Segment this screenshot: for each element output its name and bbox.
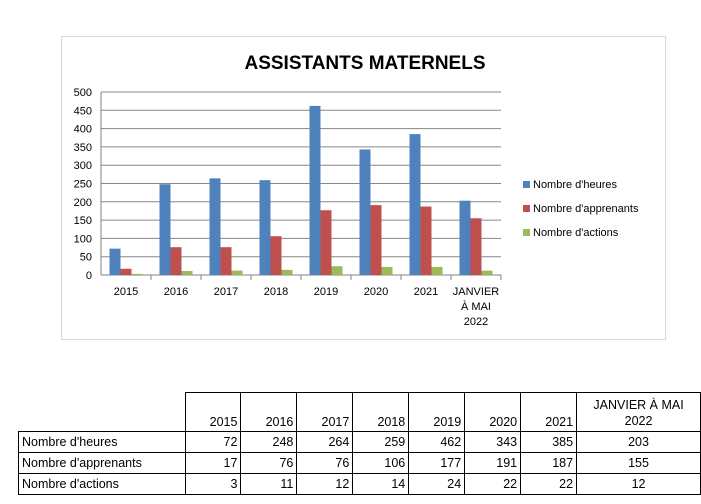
- table-cell: 12: [576, 473, 701, 495]
- table-corner: [18, 392, 186, 432]
- table-column-header-line: JANVIER À MAI: [593, 398, 684, 412]
- legend-entry: Nombre d'heures: [533, 179, 618, 191]
- table-cell: 462: [408, 431, 466, 453]
- table-row-label: Nombre d'apprenants: [18, 452, 186, 474]
- data-table: 2015 2016 2017 2018 2019 2020 2021 JANVIER À MA…: [18, 392, 701, 495]
- x-tick-label: 2017: [214, 286, 238, 298]
- bar-nombre-d-actions-2018: [281, 269, 293, 275]
- table-row-label: Nombre d'actions: [18, 473, 186, 495]
- x-tick-label: 2018: [264, 286, 288, 298]
- table-cell: 187: [520, 452, 578, 474]
- table-cell: 22: [464, 473, 522, 495]
- bar-nombre-d-apprenants-janvier-mai-2022: [470, 218, 482, 275]
- table-cell: 76: [296, 452, 354, 474]
- x-tick-label: 2016: [164, 286, 188, 298]
- table-column-header: 2018: [352, 392, 410, 432]
- table-cell: 248: [240, 431, 298, 453]
- y-tick-label: 0: [86, 270, 92, 282]
- y-tick-label: 400: [74, 124, 92, 136]
- table-column-header: 2021: [520, 392, 578, 432]
- bar-nombre-d-heures-2018: [259, 180, 271, 275]
- table-cell: 155: [576, 452, 701, 474]
- bar-chart: ASSISTANTS MATERNELS 0 50 100 150 200 250 300 3…: [74, 53, 639, 328]
- y-tick-label: 250: [74, 179, 92, 191]
- bar-nombre-d-apprenants-2020: [370, 205, 382, 275]
- table-cell: 11: [240, 473, 298, 495]
- bar-nombre-d-actions-2019: [331, 266, 343, 275]
- bar-nombre-d-heures-2015: [109, 248, 121, 275]
- table-cell: 191: [464, 452, 522, 474]
- bar-nombre-d-apprenants-2018: [270, 236, 282, 275]
- y-tick-label: 150: [74, 215, 92, 227]
- x-tick-label: JANVIER: [453, 286, 500, 298]
- x-tick-label: 2020: [364, 286, 388, 298]
- table-cell: 72: [184, 431, 242, 453]
- table-cell: 22: [520, 473, 578, 495]
- y-tick-label: 350: [74, 142, 92, 154]
- table-column-header: 2017: [296, 392, 354, 432]
- legend-swatch: [523, 181, 530, 188]
- table-cell: 259: [352, 431, 410, 453]
- y-tick-label: 100: [74, 233, 92, 245]
- table-header-row: 2015 2016 2017 2018 2019 2020 2021 JANVIER À MA…: [18, 392, 701, 432]
- table-cell: 264: [296, 431, 354, 453]
- bar-nombre-d-apprenants-2015: [120, 268, 132, 275]
- bar-nombre-d-heures-2019: [309, 105, 321, 276]
- y-tick-label: 50: [80, 252, 92, 264]
- chart-title: ASSISTANTS MATERNELS: [244, 53, 485, 74]
- bar-nombre-d-actions-2015: [131, 273, 143, 275]
- legend-swatch: [523, 205, 530, 212]
- table-cell: 343: [464, 431, 522, 453]
- bar-nombre-d-heures-2020: [359, 149, 371, 275]
- table-column-header: JANVIER À MAI 2022: [576, 392, 701, 432]
- x-tick-label: 2015: [114, 286, 138, 298]
- bar-nombre-d-actions-2020: [381, 266, 393, 275]
- x-tick-label: À MAI: [461, 300, 491, 313]
- legend-entry: Nombre d'actions: [533, 227, 619, 239]
- bar-nombre-d-apprenants-2016: [170, 247, 182, 275]
- table-column-header: 2015: [184, 392, 242, 432]
- bar-nombre-d-heures-2021: [409, 134, 421, 275]
- bar-nombre-d-heures-2016: [159, 184, 171, 275]
- table-row: Nombre d'apprenants 17 76 76 106 177 191 187 155: [18, 452, 701, 474]
- bar-nombre-d-heures-2017: [209, 178, 221, 275]
- table-cell: 76: [240, 452, 298, 474]
- table-column-header-line: 2022: [624, 414, 653, 428]
- bar-nombre-d-actions-2021: [431, 266, 443, 275]
- table-row: Nombre d'actions 3 11 12 14 24 22 22 12: [18, 473, 701, 495]
- table-cell: 385: [520, 431, 578, 453]
- y-tick-label: 200: [74, 197, 92, 209]
- table-cell: 106: [352, 452, 410, 474]
- bar-nombre-d-apprenants-2021: [420, 206, 432, 275]
- y-tick-label: 450: [74, 105, 92, 117]
- table-cell: 14: [352, 473, 410, 495]
- table-cell: 17: [184, 452, 242, 474]
- table-column-header: 2016: [240, 392, 298, 432]
- bar-nombre-d-heures-janvier-mai-2022: [459, 200, 471, 275]
- table-row-label: Nombre d'heures: [18, 431, 186, 453]
- table-cell: 12: [296, 473, 354, 495]
- bar-nombre-d-apprenants-2019: [320, 210, 332, 275]
- y-tick-label: 300: [74, 160, 92, 172]
- x-tick-label: 2021: [414, 286, 438, 298]
- chart-frame: ASSISTANTS MATERNELS 0 50 100 150 200 250 300 3…: [61, 36, 666, 340]
- table-cell: 177: [408, 452, 466, 474]
- bar-nombre-d-actions-janvier-mai-2022: [481, 270, 493, 275]
- table-cell: 3: [184, 473, 242, 495]
- bar-nombre-d-actions-2016: [181, 270, 193, 275]
- table-column-header: 2019: [408, 392, 466, 432]
- x-tick-label: 2019: [314, 286, 338, 298]
- bar-nombre-d-actions-2017: [231, 270, 243, 275]
- x-tick-label: 2022: [464, 316, 488, 328]
- bar-nombre-d-apprenants-2017: [220, 247, 232, 275]
- table-cell: 24: [408, 473, 466, 495]
- table-row: Nombre d'heures 72 248 264 259 462 343 385 203: [18, 431, 701, 453]
- legend-entry: Nombre d'apprenants: [533, 203, 639, 215]
- table-column-header: 2020: [464, 392, 522, 432]
- y-tick-label: 500: [74, 87, 92, 99]
- table-cell: 203: [576, 431, 701, 453]
- legend-swatch: [523, 229, 530, 236]
